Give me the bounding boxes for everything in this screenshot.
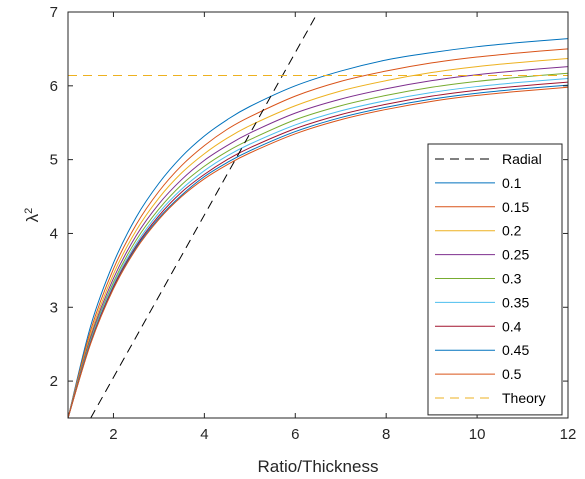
x-tick-label: 8 — [382, 426, 390, 443]
legend-label-0.45: 0.45 — [502, 342, 529, 358]
series-line-0.25 — [68, 66, 568, 418]
y-tick-label: 7 — [50, 4, 58, 21]
y-axis-label-symbol: λ — [23, 213, 42, 222]
legend-label-0.25: 0.25 — [502, 247, 529, 263]
legend-label-Radial: Radial — [502, 151, 542, 167]
legend-box — [427, 143, 563, 416]
legend-label-0.5: 0.5 — [502, 366, 522, 382]
series-line-0.35 — [68, 77, 568, 418]
legend-label-Theory: Theory — [502, 390, 546, 406]
x-tick-label: 4 — [200, 426, 208, 443]
series-line-0.5 — [68, 86, 568, 418]
y-axis-label: λ2 — [23, 208, 42, 223]
x-axis-ticks: 2 4 6 8 10 12 — [109, 12, 576, 443]
plot-lines — [68, 12, 568, 418]
x-tick-label: 2 — [109, 426, 117, 443]
y-tick-label: 6 — [50, 78, 58, 95]
x-tick-label: 10 — [469, 426, 486, 443]
y-axis-ticks: 2 3 4 5 6 7 — [50, 4, 568, 390]
series-line-0.3 — [68, 72, 568, 418]
series-line-0.4 — [68, 81, 568, 418]
series-line-0.45 — [68, 84, 568, 418]
x-axis-label: Ratio/Thickness — [258, 457, 379, 476]
y-axis-label-superscript: 2 — [23, 208, 35, 214]
x-tick-label: 6 — [291, 426, 299, 443]
x-tick-label: 12 — [560, 426, 577, 443]
legend: Radial 0.1 0.15 0.2 0.25 0.3 0.35 0.4 0.45 0.5 The… — [427, 143, 563, 416]
legend-label-0.35: 0.35 — [502, 294, 529, 310]
plot-area-frame — [67, 11, 569, 419]
y-tick-label: 3 — [50, 299, 58, 316]
series-line-0.1 — [68, 38, 568, 418]
series-line-0.15 — [68, 48, 568, 418]
radial-line — [90, 12, 319, 418]
legend-label-0.1: 0.1 — [502, 175, 522, 191]
legend-label-0.3: 0.3 — [502, 271, 522, 287]
y-tick-label: 2 — [50, 373, 58, 390]
legend-label-0.4: 0.4 — [502, 318, 522, 334]
series-line-0.2 — [68, 58, 568, 418]
y-tick-label: 5 — [50, 152, 58, 169]
y-tick-label: 4 — [50, 225, 58, 242]
legend-label-0.2: 0.2 — [502, 223, 522, 239]
legend-label-0.15: 0.15 — [502, 199, 529, 215]
